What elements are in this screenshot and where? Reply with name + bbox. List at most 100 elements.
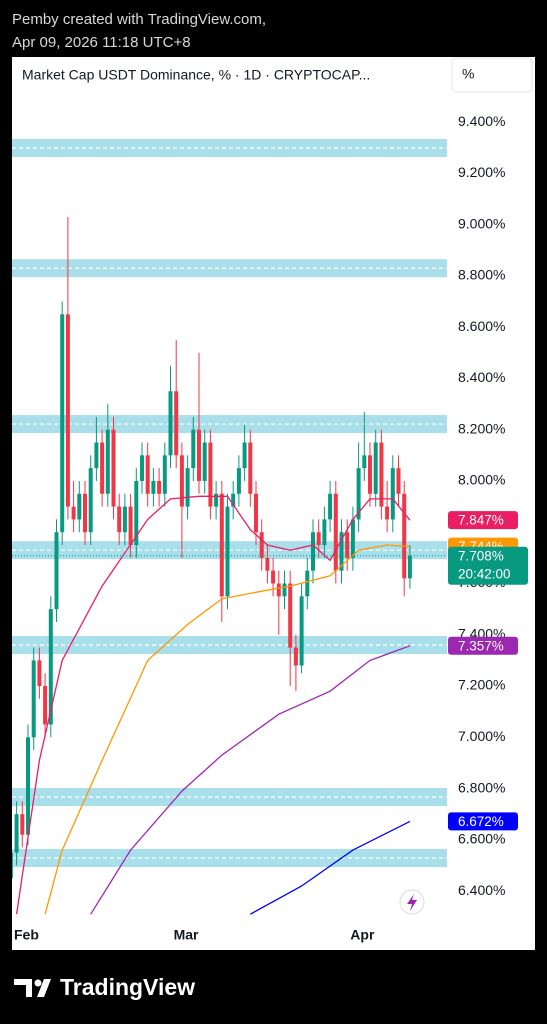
- ma-line: [249, 820, 411, 915]
- y-tick-label: 7.000%: [458, 728, 505, 744]
- candle-body: [88, 468, 93, 533]
- price-label-box: [448, 812, 518, 831]
- candle-body: [14, 814, 19, 853]
- candle-body: [122, 506, 127, 533]
- candle-body: [293, 647, 298, 666]
- candle-body: [219, 493, 224, 597]
- candle-body: [316, 532, 321, 546]
- candle-body: [362, 455, 367, 469]
- candle-body: [271, 570, 276, 584]
- candle-body: [322, 519, 327, 546]
- brand: TradingView: [60, 974, 195, 1000]
- candle-body: [385, 506, 390, 520]
- logo-shape: [14, 979, 32, 997]
- candle-body: [37, 660, 42, 687]
- candle-body: [12, 852, 13, 879]
- logo: [14, 979, 51, 997]
- candle-body: [214, 493, 219, 507]
- candle-body: [157, 480, 162, 494]
- candle-body: [145, 455, 150, 494]
- price-axis: 9.400% 9.200% 9.000% 8.800% 8.600% 8.400% 8.20…: [447, 113, 528, 898]
- candle-body: [242, 442, 247, 469]
- x-tick-label: Feb: [14, 927, 39, 943]
- candle-body: [174, 391, 179, 456]
- header-line: Pemby created with TradingView.com,: [12, 11, 266, 28]
- price-label: 7.708%: [458, 548, 504, 563]
- y-tick-label: 8.600%: [458, 318, 505, 334]
- candle-body: [311, 532, 315, 571]
- price-label-box: [448, 636, 518, 655]
- candle-body: [236, 468, 241, 494]
- candle-body: [299, 596, 304, 666]
- logo-shape: [37, 979, 51, 997]
- candle-body: [162, 455, 167, 494]
- candle-body: [231, 493, 236, 507]
- candle-body: [202, 442, 207, 481]
- candle-body: [339, 532, 344, 571]
- candle-body: [288, 583, 293, 648]
- candle-body: [168, 391, 173, 456]
- y-tick-label: 8.000%: [458, 472, 505, 488]
- candle-body: [117, 506, 122, 533]
- candle-body: [225, 506, 230, 597]
- countdown: 20:42:00: [458, 566, 511, 581]
- candle-body: [65, 314, 70, 507]
- candle-body: [305, 570, 310, 597]
- candle-body: [94, 442, 99, 469]
- y-tick-label: 6.600%: [458, 831, 505, 847]
- candle-body: [368, 455, 372, 494]
- x-tick-label: Apr: [350, 927, 375, 943]
- y-tick-label: 6.400%: [458, 882, 505, 898]
- candle-body: [60, 314, 65, 533]
- candle-body: [105, 429, 110, 494]
- candle-body: [43, 686, 48, 725]
- ma-line: [44, 544, 410, 915]
- y-tick-label: 8.400%: [458, 369, 505, 385]
- candle-body: [54, 532, 59, 610]
- candle-body: [345, 532, 350, 558]
- y-tick-label: 8.800%: [458, 267, 505, 283]
- candle-body: [208, 442, 213, 507]
- candle-body: [350, 519, 355, 558]
- candle-body: [100, 442, 105, 494]
- chart-title: Market Cap USDT Dominance, % · 1D · CRYP…: [22, 67, 370, 83]
- x-tick-label: Mar: [174, 927, 199, 943]
- candle-body: [282, 583, 287, 597]
- candle-body: [265, 557, 270, 571]
- y-tick-label: 9.400%: [458, 113, 505, 129]
- y-tick-label: 6.800%: [458, 779, 505, 795]
- candle-body: [31, 660, 36, 738]
- price-label: 7.847%: [458, 513, 504, 528]
- header-line: Apr 09, 2026 11:18 UTC+8: [12, 34, 191, 51]
- ma-line: [90, 645, 411, 915]
- candle-body: [185, 468, 190, 507]
- candle-body: [379, 442, 384, 507]
- price-label-box: [448, 511, 518, 530]
- scale-button[interactable]: [451, 57, 533, 93]
- price-label: 6.672%: [458, 814, 504, 829]
- y-tick-label: 7.200%: [458, 677, 505, 693]
- candle-body: [179, 455, 184, 507]
- y-tick-label: 8.200%: [458, 420, 505, 436]
- price-label: 7.357%: [458, 638, 504, 653]
- y-tick-label: 9.200%: [458, 164, 505, 180]
- candle-body: [254, 493, 258, 533]
- candle-body: [402, 493, 407, 579]
- candle-body: [191, 429, 196, 469]
- alert-icon: [407, 894, 417, 911]
- candle-body: [248, 442, 253, 494]
- candle-body: [396, 468, 401, 494]
- candle-body: [71, 506, 76, 520]
- candle-body: [111, 429, 116, 507]
- candle-body: [197, 429, 201, 481]
- logo-shape: [34, 979, 42, 987]
- candle-body: [128, 506, 133, 546]
- candle-body: [356, 468, 361, 520]
- candle-body: [276, 583, 281, 597]
- scale-button-label[interactable]: %: [462, 66, 474, 82]
- y-tick-label: 9.000%: [458, 215, 505, 231]
- candle-body: [83, 493, 87, 533]
- candle-body: [259, 532, 264, 558]
